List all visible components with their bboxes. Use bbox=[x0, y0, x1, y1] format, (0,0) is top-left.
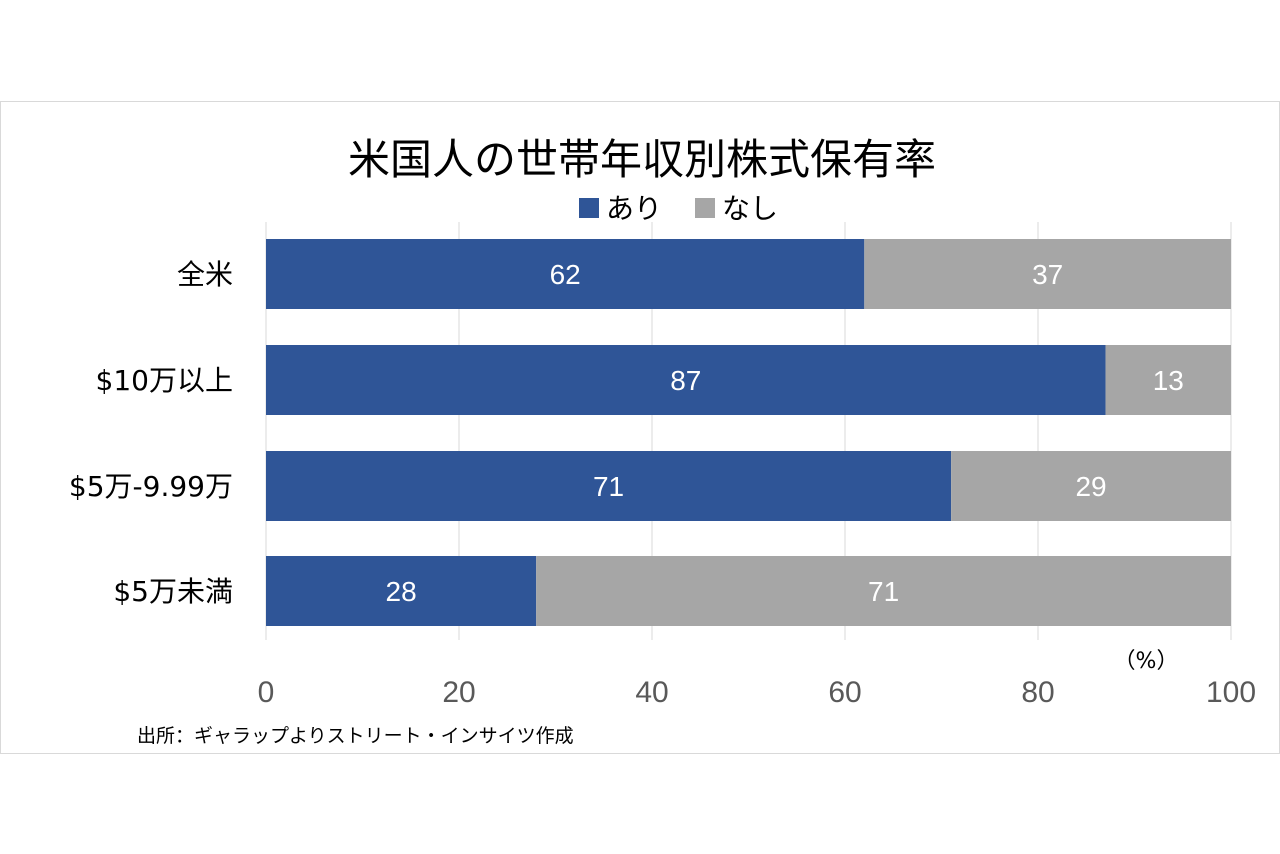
bar-ari-0 bbox=[266, 239, 865, 309]
bars bbox=[266, 239, 1231, 626]
data-label-ari-2: 71 bbox=[593, 471, 624, 502]
legend-swatch-ari bbox=[579, 198, 599, 218]
category-label-2: $5万-9.99万 bbox=[69, 470, 233, 503]
bar-nashi-0 bbox=[864, 239, 1231, 309]
bar-nashi-1 bbox=[1105, 345, 1231, 415]
x-tick-label-20: 20 bbox=[442, 676, 475, 709]
legend-label-nashi: なし bbox=[722, 192, 778, 225]
bar-ari-1 bbox=[266, 345, 1106, 415]
data-label-nashi-0: 37 bbox=[1032, 259, 1063, 290]
x-tick-label-40: 40 bbox=[635, 676, 668, 709]
data-label-ari-1: 87 bbox=[670, 365, 701, 396]
category-label-1: $10万以上 bbox=[96, 364, 233, 397]
labels: 0 20 40 60 80 100 全米 $10万以上 $5万-9.99万 $5万未満 62 37 87… bbox=[69, 258, 1256, 709]
data-label-ari-0: 62 bbox=[550, 259, 581, 290]
legend-label-ari: あり bbox=[606, 192, 662, 225]
legend: あり なし bbox=[579, 192, 778, 225]
legend-swatch-nashi bbox=[695, 198, 715, 218]
source-note: 出所：ギャラップよりストリート・インサイツ作成 bbox=[137, 725, 574, 747]
x-tick-label-0: 0 bbox=[258, 676, 275, 709]
data-label-nashi-3: 71 bbox=[868, 576, 899, 607]
chart-title: 米国人の世帯年収別株式保有率 bbox=[348, 135, 936, 184]
chart-frame bbox=[0, 101, 1280, 754]
data-label-nashi-2: 29 bbox=[1075, 471, 1106, 502]
data-label-ari-3: 28 bbox=[386, 576, 417, 607]
x-tick-label-100: 100 bbox=[1206, 676, 1256, 709]
bar-nashi-2 bbox=[951, 451, 1231, 521]
bar-nashi-3 bbox=[536, 556, 1231, 626]
x-tick-label-80: 80 bbox=[1021, 676, 1054, 709]
bar-ari-2 bbox=[266, 451, 952, 521]
category-label-0: 全米 bbox=[177, 258, 233, 291]
x-tick-label-60: 60 bbox=[828, 676, 861, 709]
category-label-3: $5万未満 bbox=[113, 575, 233, 608]
bar-ari-3 bbox=[266, 556, 537, 626]
unit-label: （%） bbox=[1114, 649, 1179, 674]
data-label-nashi-1: 13 bbox=[1153, 365, 1184, 396]
